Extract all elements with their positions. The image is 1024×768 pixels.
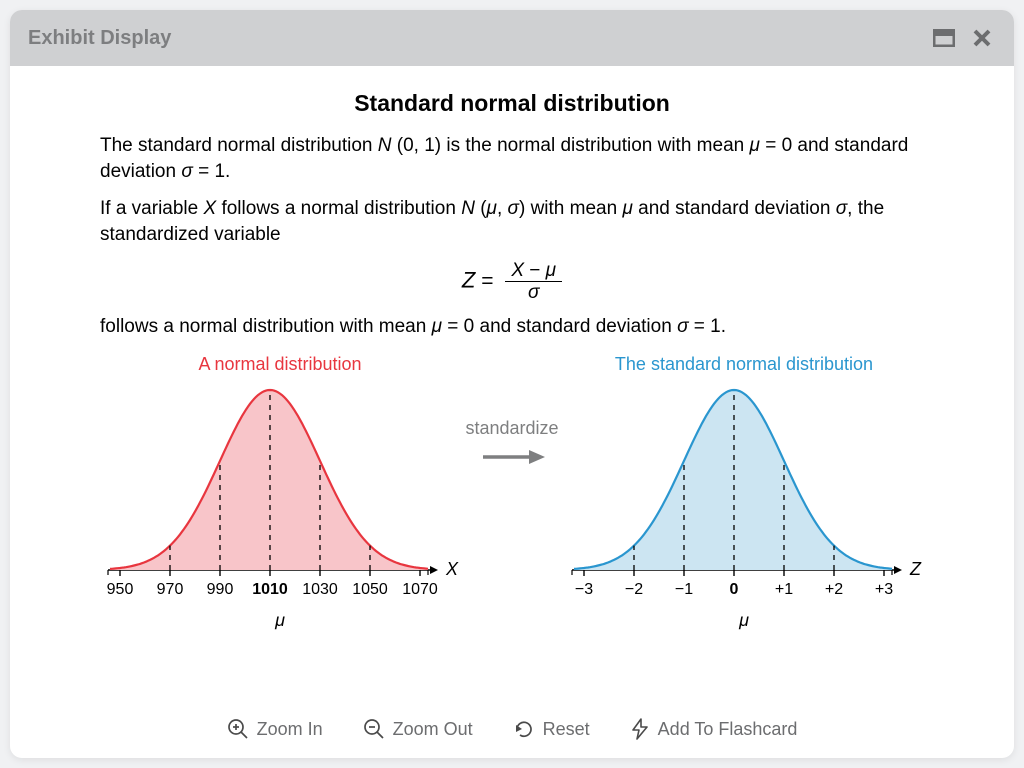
exhibit-window: Exhibit Display Standard normal distribu… (10, 10, 1014, 758)
svg-text:1030: 1030 (302, 581, 338, 598)
zoom-in-button[interactable]: Zoom In (227, 718, 323, 740)
reset-button[interactable]: Reset (513, 718, 590, 740)
standardize-arrow: standardize (460, 352, 564, 470)
reset-icon (513, 718, 535, 740)
z-formula: Z = X − μ σ (100, 260, 924, 305)
svg-text:+1: +1 (775, 581, 793, 598)
svg-text:−1: −1 (675, 581, 693, 598)
svg-text:−3: −3 (575, 581, 593, 598)
content-area: Standard normal distribution The standar… (10, 66, 1014, 706)
svg-text:1070: 1070 (402, 581, 438, 598)
left-mu-label: μ (100, 608, 460, 632)
svg-text:0: 0 (730, 581, 739, 598)
right-chart-svg: Z −3 −2 −1 0 +1 +2 +3 (564, 380, 924, 610)
left-chart-title: A normal distribution (100, 352, 460, 376)
svg-text:+2: +2 (825, 581, 843, 598)
window-title: Exhibit Display (28, 27, 920, 50)
arrow-icon (477, 444, 547, 470)
svg-text:−2: −2 (625, 581, 643, 598)
svg-text:970: 970 (157, 581, 184, 598)
svg-text:X: X (445, 559, 459, 579)
zoom-out-label: Zoom Out (393, 719, 473, 740)
add-flashcard-button[interactable]: Add To Flashcard (630, 718, 798, 740)
reset-label: Reset (543, 719, 590, 740)
charts-row: A normal distribution X 950 970 990 1010 1030… (100, 352, 924, 633)
right-chart-title: The standard normal distribution (564, 352, 924, 376)
zoom-in-icon (227, 718, 249, 740)
title-bar: Exhibit Display (10, 10, 1014, 66)
maximize-icon[interactable] (930, 24, 958, 52)
paragraph-1: The standard normal distribution N (0, 1… (100, 133, 924, 184)
left-chart: A normal distribution X 950 970 990 1010 1030… (100, 352, 460, 633)
svg-text:950: 950 (107, 581, 134, 598)
svg-text:+3: +3 (875, 581, 893, 598)
svg-text:Z: Z (909, 559, 922, 579)
zoom-out-icon (363, 718, 385, 740)
close-icon[interactable] (968, 24, 996, 52)
zoom-out-button[interactable]: Zoom Out (363, 718, 473, 740)
paragraph-2: If a variable X follows a normal distrib… (100, 196, 924, 247)
paragraph-3: follows a normal distribution with mean … (100, 314, 924, 340)
add-flashcard-label: Add To Flashcard (658, 719, 798, 740)
right-mu-label: μ (564, 608, 924, 632)
zoom-in-label: Zoom In (257, 719, 323, 740)
left-chart-svg: X 950 970 990 1010 1030 1050 1070 (100, 380, 460, 610)
right-chart: The standard normal distribution Z −3 −2 −1… (564, 352, 924, 633)
page-heading: Standard normal distribution (100, 88, 924, 119)
bottom-toolbar: Zoom In Zoom Out Reset Add To Flashcard (10, 706, 1014, 758)
svg-text:990: 990 (207, 581, 234, 598)
svg-text:1050: 1050 (352, 581, 388, 598)
svg-text:1010: 1010 (252, 581, 288, 598)
arrow-label: standardize (460, 416, 564, 440)
bolt-icon (630, 718, 650, 740)
